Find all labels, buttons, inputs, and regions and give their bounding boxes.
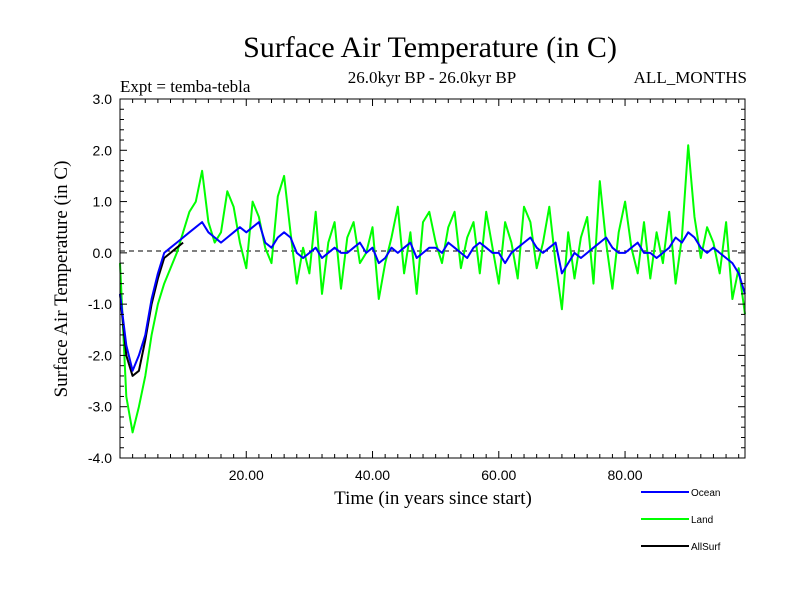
plot-area — [119, 98, 746, 459]
y-tick-label: -2.0 — [88, 347, 112, 363]
months-label: ALL_MONTHS — [634, 68, 747, 87]
plot-frame — [119, 98, 746, 459]
legend-label-land: Land — [691, 515, 713, 526]
y-tick-label: -3.0 — [88, 399, 112, 415]
y-tick-label: 0.0 — [93, 245, 113, 261]
series-layer — [119, 144, 746, 434]
y-tick-label: 1.0 — [93, 194, 113, 210]
y-tick-label: 3.0 — [93, 91, 113, 107]
y-tick-label: -4.0 — [88, 450, 112, 466]
y-tick-label: -1.0 — [88, 296, 112, 312]
series-line-ocean — [119, 221, 746, 372]
x-tick-label: 80.00 — [608, 467, 643, 483]
x-tick-label: 60.00 — [481, 467, 516, 483]
x-axis-label: Time (in years since start) — [334, 488, 532, 509]
experiment-label: Expt = temba-tebla — [120, 77, 251, 96]
y-axis-label: Surface Air Temperature (in C) — [51, 161, 72, 398]
legend-label-ocean: Ocean — [691, 488, 720, 499]
legend-label-allsurf: AllSurf — [691, 542, 721, 553]
x-tick-label: 40.00 — [355, 467, 390, 483]
x-axis: 20.00 40.00 60.00 80.00 — [132, 99, 740, 483]
y-tick-label: 2.0 — [93, 142, 113, 158]
y-axis: 3.0 2.0 1.0 0.0 -1.0 -2.0 -3.0 -4.0 — [88, 91, 745, 466]
chart-title: Surface Air Temperature (in C) — [243, 31, 617, 64]
x-tick-label: 20.00 — [229, 467, 264, 483]
chart-subtitle: 26.0kyr BP - 26.0kyr BP — [348, 68, 516, 87]
legend: Ocean Land AllSurf — [641, 488, 721, 553]
